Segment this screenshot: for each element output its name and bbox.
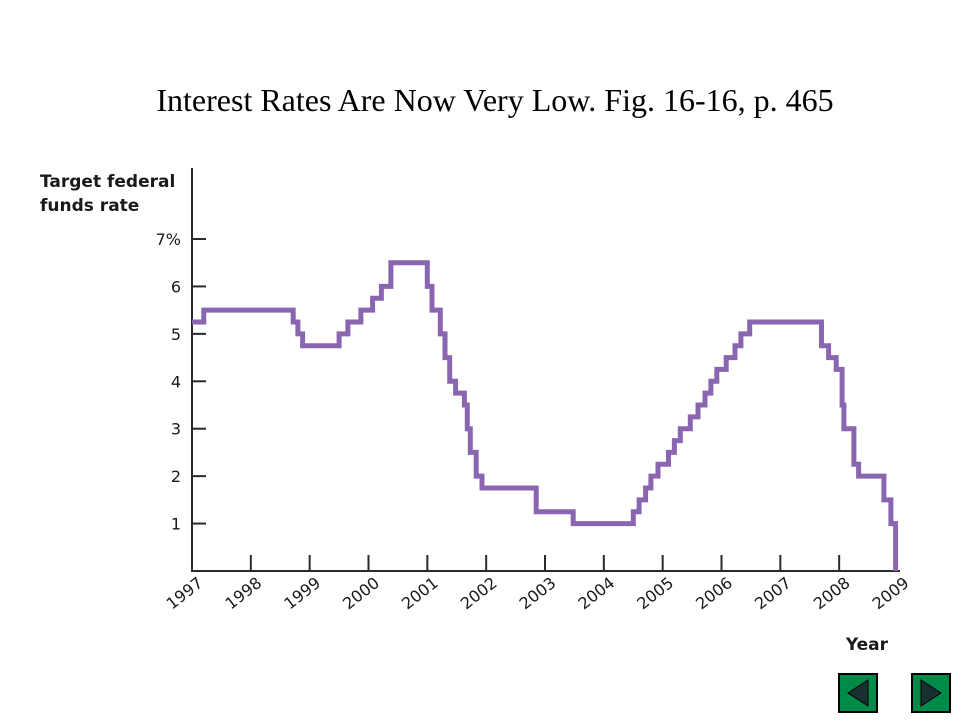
x-tick-label: 2001 [398,573,442,613]
x-tick-label: 2000 [339,573,383,613]
slide-title: Interest Rates Are Now Very Low. Fig. 16… [156,82,834,118]
y-tick-label: 2 [171,467,181,486]
x-tick-label: 2005 [633,573,677,613]
x-tick-label: 1998 [222,573,266,613]
triangle-right-icon [920,679,942,707]
x-tick-label: 2006 [692,573,736,613]
next-slide-button[interactable] [911,673,951,713]
y-axis-title: Target federal funds rate [40,172,175,216]
x-tick-label: 2003 [516,573,560,613]
y-axis-ticks: 7% 6 5 4 3 2 1 [156,230,206,534]
y-tick-label: 7% [156,230,181,249]
x-tick-label: 2004 [575,573,619,613]
y-tick-label: 3 [171,420,181,439]
y-tick-label: 6 [171,277,181,296]
y-axis-title-line-2: funds rate [40,196,139,216]
x-tick-label: 2008 [810,573,854,613]
previous-slide-button[interactable] [838,673,878,713]
series-line-target-rate [192,260,899,571]
x-tick-label: 2007 [751,573,795,613]
y-axis-title-line-1: Target federal [40,172,175,192]
x-tick-label: 1999 [280,573,324,613]
x-axis-ticks: 1997 1998 1999 2000 2001 2002 2003 2004 2005 2006… [163,555,913,613]
y-tick-label: 5 [171,325,181,344]
x-axis-title: Year [845,635,889,655]
y-tick-label: 1 [171,515,181,534]
x-tick-label: 2002 [457,573,501,613]
triangle-left-icon [847,679,869,707]
x-tick-label: 1997 [163,573,207,613]
y-tick-label: 4 [171,372,181,391]
x-tick-label: 2009 [869,573,913,613]
